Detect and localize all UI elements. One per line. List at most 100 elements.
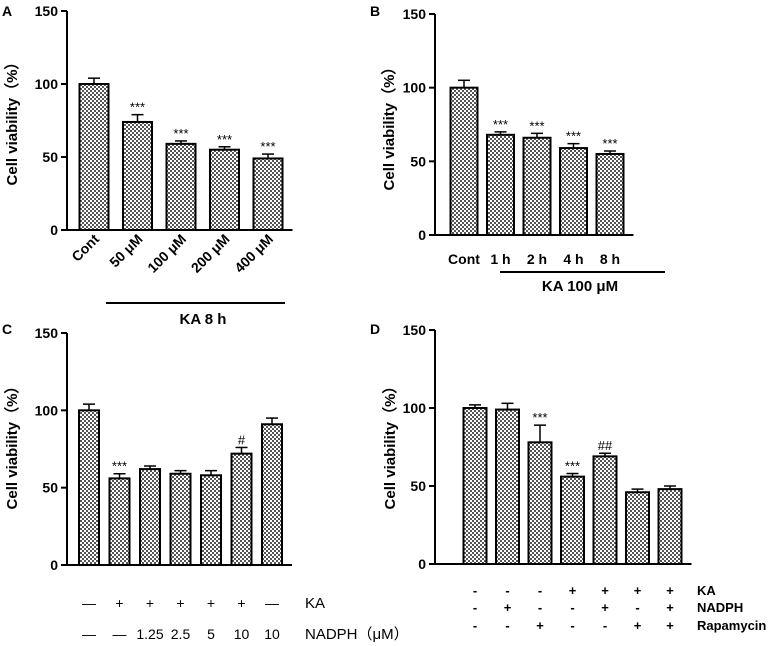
panel-d-condition-mark: - [603,618,607,633]
panel-b-category-label: Cont [448,251,480,267]
panel-b-category-label: 4 h [563,251,583,267]
panel-c-bar [230,452,253,567]
panel-c-condition-mark: — [113,626,127,642]
panel-b-significance-mark: *** [602,136,617,151]
panel-c-ylabel: Cell viability（%） [3,379,21,510]
panel-a-y-tick-label: 50 [42,149,58,165]
panel-d-condition-label: NADPH [697,600,743,615]
panel-d-bar [462,407,488,565]
panel-b-bar [559,147,588,236]
panel-d-condition-mark: - [473,618,477,633]
panel-b-y-tick-label: 50 [410,153,426,169]
panel-c-significance-mark: # [238,432,246,447]
panel-b-significance-mark: *** [493,117,508,132]
panel-b-category-label: 8 h [600,251,620,267]
panel-d-condition-mark: - [570,600,574,615]
panel-c-condition-mark: + [146,595,154,611]
panel-d-significance-mark: *** [532,410,547,425]
panel-a-significance-mark: *** [217,132,232,147]
panel-b-bar [449,86,479,236]
panel-d-condition-mark: + [666,600,674,615]
panel-b-significance-mark: *** [566,129,581,144]
panel-b-bar [486,133,515,237]
panel-d-condition-mark: + [601,600,609,615]
panel-b-plot: 0 50 100 150 Cont *** 1 h *** 2 h *** 4 h *** 8 h [403,6,665,273]
panel-d-y-tick-label: 150 [403,322,427,338]
panel-c-conditions: — + + + + + — KA — — 1.25 2.5 5 10 10 NADPH（μM） [82,595,409,643]
panel-d-y-tick-label: 100 [403,400,427,416]
panel-c-significance-mark: *** [112,459,127,474]
panel-c-bar [200,474,222,566]
panel-a-category-label: 200 μM [188,231,233,276]
panel-a-category-label: 50 μM [106,231,145,270]
panel-c-bar [169,472,192,567]
panel-d-condition-mark: - [473,600,477,615]
panel-c-bar [139,468,161,566]
panel-c-condition-mark: 10 [264,626,280,642]
panel-c-condition-label: NADPH（μM） [305,626,409,643]
panel-d-condition-mark: + [666,618,674,633]
panel-c-bar [108,477,131,566]
panel-c: C Cell viability（%） 0 50 100 150 *** # — + + + + +… [2,321,409,643]
panel-a-bar [165,142,197,231]
panel-d-conditions: - - - + + + + KA - + - - + - + NADPH - - + - - + + Rapamycin [473,583,767,633]
panel-a-bar [209,148,240,231]
panel-c-condition-label: KA [305,595,325,612]
panel-b-bar [522,136,552,236]
panel-a-y-tick-label: 0 [50,222,58,238]
panel-d-bar [527,441,553,566]
panel-c-condition-mark: — [82,626,96,642]
panel-d-condition-label: KA [697,583,716,598]
panel-d-condition-mark: - [570,618,574,633]
panel-a-significance-mark: *** [173,126,188,141]
panel-d-bar [592,455,618,565]
panel-a-letter: A [2,3,12,19]
panel-d-condition-mark: - [505,618,509,633]
panel-b-category-label: 2 h [527,251,547,267]
panel-b-y-tick-label: 0 [418,227,426,243]
panel-c-condition-mark: 5 [207,626,215,642]
panel-b-letter: B [370,3,380,19]
panel-a-significance-mark: *** [260,139,275,154]
panel-d-condition-mark: + [666,583,674,598]
panel-b-significance-mark: *** [529,118,544,133]
panel-d-condition-mark: + [536,618,544,633]
panel-d-condition-label: Rapamycin [697,618,766,633]
panel-d-condition-mark: - [538,583,542,598]
panel-c-condition-mark: + [176,595,184,611]
panel-d-letter: D [370,321,380,337]
panel-c-bar [261,423,283,566]
panel-c-condition-mark: + [237,595,245,611]
panel-a-ylabel: Cell viability（%） [3,55,21,186]
panel-c-condition-mark: 2.5 [171,626,191,642]
panel-d-condition-mark: + [504,600,512,615]
panel-a-category-label: 400 μM [231,231,276,276]
panel-d-condition-mark: - [473,583,477,598]
panel-a: A Cell viability（%） 0 50 100 150 Cont *** 50 μ… [2,3,293,328]
panel-c-y-tick-label: 50 [42,480,58,496]
panel-b-y-tick-label: 150 [403,6,427,22]
panel-b-bar [595,152,625,236]
panel-a-group-label: KA 8 h [180,311,227,328]
panel-c-letter: C [2,321,12,337]
panel-d-bar [495,408,520,565]
panel-c-condition-mark: + [115,595,123,611]
panel-d-y-tick-label: 50 [410,478,426,494]
panel-a-plot: 0 50 100 150 Cont *** 50 μM *** 100 μM *** 200 μM *… [35,3,293,304]
panel-d-condition-mark: + [569,583,577,598]
panel-d-plot: 0 50 100 150 *** *** ## [403,322,692,572]
panel-a-y-tick-label: 100 [35,76,59,92]
panel-d-ylabel: Cell viability（%） [381,379,399,510]
panel-d-significance-mark: *** [565,459,580,474]
panel-b-category-label: 1 h [490,251,510,267]
panel-d-bar [625,491,650,565]
panel-d-condition-mark: + [601,583,609,598]
panel-a-category-label: 100 μM [144,231,189,276]
panel-b-y-tick-label: 100 [403,80,427,96]
panel-c-y-tick-label: 100 [35,402,59,418]
panel-a-y-tick-label: 150 [35,3,59,19]
panel-c-condition-mark: 1.25 [136,626,163,642]
panel-b: B Cell viability（%） 0 50 100 150 Cont *** 1 h *… [370,3,665,295]
panel-d-condition-mark: - [635,600,639,615]
